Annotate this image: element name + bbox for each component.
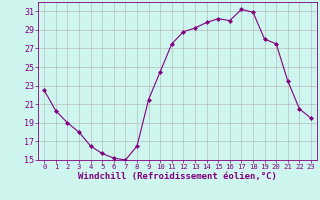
X-axis label: Windchill (Refroidissement éolien,°C): Windchill (Refroidissement éolien,°C) <box>78 172 277 181</box>
